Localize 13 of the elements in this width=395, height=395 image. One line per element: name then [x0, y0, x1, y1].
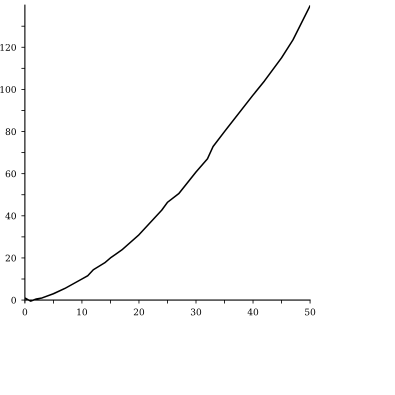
y-tick-label: 80	[6, 128, 16, 136]
x-tick-label: 10	[77, 308, 88, 316]
x-tick-label: 40	[248, 308, 258, 316]
y-tick-label: 120	[0, 44, 16, 51]
y-tick-label: 60	[6, 170, 16, 178]
x-tick-label: 50	[305, 308, 316, 316]
x-tick-label: 0	[22, 308, 28, 316]
y-tick-label: 20	[6, 254, 16, 262]
x-tick-label: 30	[190, 308, 202, 316]
y-tick-label: 0	[11, 296, 16, 304]
x-tick-label: 20	[134, 308, 144, 316]
y-tick-label: 100	[0, 86, 16, 93]
y-tick-label: 40	[5, 212, 16, 220]
